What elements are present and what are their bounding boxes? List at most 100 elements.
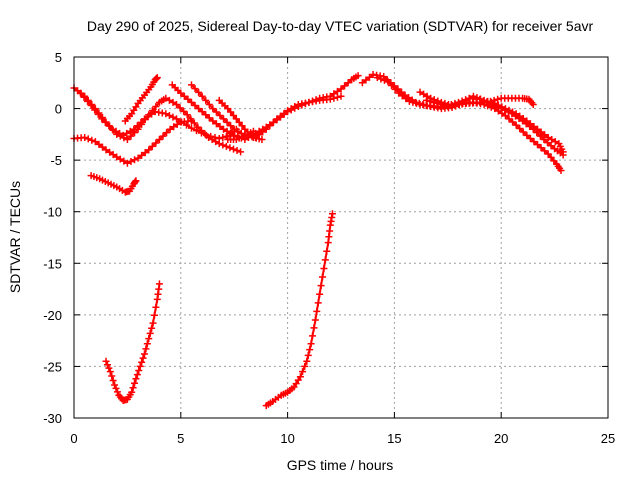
y-tick-label: -15 <box>43 256 62 271</box>
data-point <box>119 131 127 139</box>
data-point <box>106 368 114 376</box>
data-point <box>183 111 191 119</box>
data-point <box>211 133 219 141</box>
data-point <box>148 142 156 150</box>
data-point <box>287 105 295 113</box>
data-point <box>526 122 534 130</box>
data-point <box>358 79 366 87</box>
data-point <box>177 89 185 97</box>
data-point <box>306 346 314 354</box>
data-point <box>113 388 121 396</box>
data-point <box>112 127 120 135</box>
data-point <box>130 125 138 133</box>
series-plot-area <box>70 71 567 410</box>
data-point <box>112 384 120 392</box>
data-point <box>134 154 142 162</box>
data-point <box>412 99 420 107</box>
data-point <box>276 112 284 120</box>
data-point <box>202 111 210 119</box>
y-tick-labels: 5 0 -5 -10 -15 -20 -25 -30 <box>43 50 62 426</box>
data-point <box>198 108 206 116</box>
data-point <box>454 98 462 106</box>
data-point <box>195 88 203 96</box>
data-point <box>509 118 517 126</box>
data-point <box>141 149 149 157</box>
data-point <box>233 147 241 155</box>
data-point <box>126 127 134 135</box>
data-point <box>202 131 210 139</box>
data-point <box>512 121 520 129</box>
data-point <box>222 142 230 150</box>
data-point <box>523 131 531 139</box>
data-point <box>309 332 317 340</box>
data-point <box>102 146 110 154</box>
data-point <box>395 89 403 97</box>
y-axis-label: SDTVAR / TECUs <box>7 181 23 293</box>
data-point <box>384 78 392 86</box>
data-point <box>152 139 160 147</box>
data-point <box>262 125 270 133</box>
data-point <box>537 144 545 152</box>
data-point <box>187 81 195 89</box>
series-arc-14 <box>102 280 163 404</box>
data-point <box>522 120 530 128</box>
data-point <box>101 118 109 126</box>
series-line <box>376 76 565 153</box>
data-point <box>237 148 245 156</box>
data-point <box>219 141 227 149</box>
y-tick-label: -20 <box>43 308 62 323</box>
data-point <box>505 115 513 123</box>
data-point <box>180 107 188 115</box>
data-point <box>123 136 131 144</box>
data-point <box>391 85 399 93</box>
data-point <box>526 134 534 142</box>
data-point <box>212 120 220 128</box>
data-point <box>511 112 519 120</box>
data-point <box>205 114 213 122</box>
data-point <box>148 324 156 332</box>
data-point <box>84 97 92 105</box>
data-point <box>541 147 549 155</box>
data-point <box>209 117 217 125</box>
data-point <box>519 117 527 125</box>
data-point <box>416 88 424 96</box>
data-point <box>320 264 328 272</box>
data-point <box>529 100 537 108</box>
data-point <box>109 377 117 385</box>
data-point <box>132 177 140 185</box>
data-point <box>508 110 516 118</box>
series-arc-15 <box>262 210 336 410</box>
series-arc-12 <box>422 94 567 159</box>
data-point <box>76 89 84 97</box>
series-arc-4 <box>121 74 161 125</box>
data-point <box>106 148 114 156</box>
data-point <box>447 100 455 108</box>
data-point <box>165 96 173 104</box>
data-point <box>530 138 538 146</box>
data-point <box>162 110 170 118</box>
data-point <box>462 96 470 104</box>
data-point <box>490 102 498 110</box>
data-point <box>132 375 140 383</box>
data-point <box>165 111 173 119</box>
axis-ticks <box>73 56 609 419</box>
data-point <box>333 87 341 95</box>
data-point <box>216 122 224 130</box>
data-point <box>494 95 502 103</box>
data-point <box>216 111 224 119</box>
data-point <box>192 127 200 135</box>
data-point <box>120 157 128 165</box>
data-point <box>145 335 153 343</box>
data-point <box>111 381 119 389</box>
data-point <box>551 138 559 146</box>
data-point <box>80 93 88 101</box>
data-point <box>123 129 131 137</box>
data-point <box>170 123 178 131</box>
data-point <box>226 144 234 152</box>
data-point <box>249 127 257 135</box>
data-point <box>314 299 322 307</box>
data-point <box>318 273 326 281</box>
data-point <box>230 125 238 133</box>
x-tick-label: 0 <box>70 431 77 446</box>
